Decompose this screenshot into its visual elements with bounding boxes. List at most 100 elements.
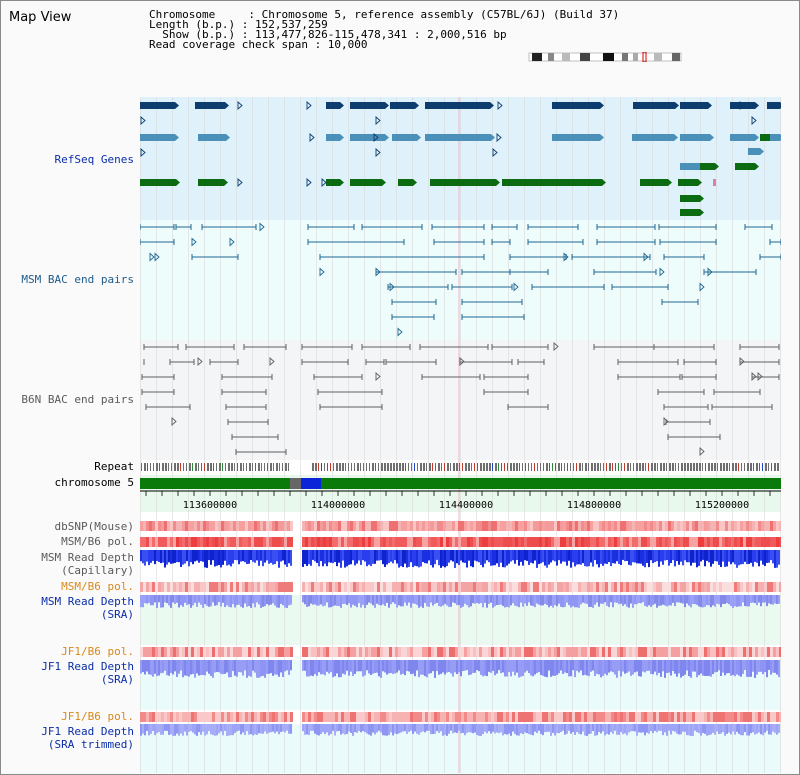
depth-bar	[508, 550, 510, 564]
heat-cell	[542, 521, 545, 531]
gene-fragment	[306, 101, 312, 110]
repeat-mark	[687, 463, 689, 471]
depth-bar	[444, 550, 446, 568]
depth-bar	[566, 660, 568, 674]
heat-cell	[674, 712, 677, 722]
depth-bar	[204, 595, 206, 605]
genome-browser-plot[interactable]	[140, 97, 781, 773]
heat-cell	[749, 582, 752, 592]
depth-bar	[252, 660, 254, 671]
depth-bar	[280, 550, 282, 562]
depth-bar	[566, 724, 568, 734]
gene-fragment	[140, 116, 146, 125]
repeat-mark	[717, 463, 718, 471]
depth-bar	[478, 595, 480, 604]
heat-cell	[194, 647, 197, 657]
track-label-msm-bac[interactable]: MSM BAC end pairs	[21, 273, 134, 286]
depth-bar	[278, 550, 280, 568]
depth-bar	[166, 595, 168, 604]
heat-cell	[341, 647, 344, 657]
depth-bar	[756, 660, 758, 675]
gene-arrow	[415, 102, 419, 109]
heat-cell	[722, 521, 725, 531]
heat-cell	[218, 712, 221, 722]
heat-cell	[545, 712, 548, 722]
heat-cell	[302, 537, 305, 547]
depth-bar	[390, 724, 392, 733]
heat-cell	[281, 647, 284, 657]
depth-bar	[748, 660, 750, 677]
heat-cell	[164, 521, 167, 531]
heat-cell	[323, 582, 326, 592]
depth-bar	[360, 595, 362, 608]
depth-bar	[610, 550, 612, 567]
gene-arrow	[340, 102, 344, 109]
depth-bar	[732, 595, 734, 608]
depth-bar	[400, 724, 402, 733]
heat-cell	[386, 582, 389, 592]
heat-cell	[356, 537, 359, 547]
heat-cell	[497, 521, 500, 531]
depth-bar	[610, 595, 612, 603]
depth-bar	[544, 550, 546, 566]
depth-bar	[520, 595, 522, 603]
heat-cell	[413, 647, 416, 657]
depth-bar	[224, 550, 226, 561]
heat-cell	[443, 712, 446, 722]
depth-bar	[756, 550, 758, 563]
repeat-mark	[621, 463, 622, 471]
heat-cell	[389, 582, 392, 592]
repeat-mark	[447, 463, 449, 471]
heat-cell	[566, 712, 569, 722]
depth-bar	[536, 660, 538, 674]
heat-cell	[290, 712, 293, 722]
depth-bar	[442, 550, 444, 567]
heat-cell	[254, 537, 257, 547]
repeat-mark	[252, 463, 253, 471]
depth-bar	[530, 660, 532, 676]
heat-cell	[476, 521, 479, 531]
depth-bar	[156, 724, 158, 734]
heat-cell	[242, 712, 245, 722]
depth-bar	[224, 595, 226, 608]
depth-bar	[768, 724, 770, 735]
depth-bar	[692, 660, 694, 672]
repeat-mark	[534, 463, 535, 471]
depth-bar	[494, 660, 496, 676]
repeat-mark	[501, 463, 502, 471]
heat-cell	[467, 712, 470, 722]
depth-bar	[340, 660, 342, 678]
gene-block	[730, 102, 755, 109]
gene-block	[748, 148, 760, 155]
depth-bar	[472, 724, 474, 734]
depth-bar	[752, 595, 754, 603]
depth-bar	[638, 660, 640, 677]
track-label-b6n-bac[interactable]: B6N BAC end pairs	[21, 393, 134, 406]
depth-bar	[324, 660, 326, 676]
depth-bar	[254, 595, 256, 608]
depth-bar	[196, 724, 198, 736]
depth-bar	[728, 660, 730, 674]
depth-bar	[172, 550, 174, 564]
depth-bar	[194, 550, 196, 562]
depth-bar	[714, 724, 716, 735]
chromosome-ideogram[interactable]	[528, 52, 684, 62]
heat-cell	[251, 647, 254, 657]
depth-bar	[504, 550, 506, 568]
gene-arrow	[602, 179, 606, 186]
depth-bar	[260, 724, 262, 734]
heat-cell	[407, 647, 410, 657]
heat-cell	[572, 582, 575, 592]
heat-cell	[323, 537, 326, 547]
depth-bar	[670, 724, 672, 735]
depth-bar	[746, 595, 748, 607]
track-label-refseq-genes[interactable]: RefSeq Genes	[54, 153, 134, 166]
heat-cell	[359, 537, 362, 547]
heat-cell	[770, 537, 773, 547]
depth-bar	[504, 595, 506, 608]
heat-cell	[356, 647, 359, 657]
depth-bar	[744, 660, 746, 670]
depth-bar	[156, 595, 158, 608]
heat-cell	[218, 521, 221, 531]
heat-cell	[641, 712, 644, 722]
